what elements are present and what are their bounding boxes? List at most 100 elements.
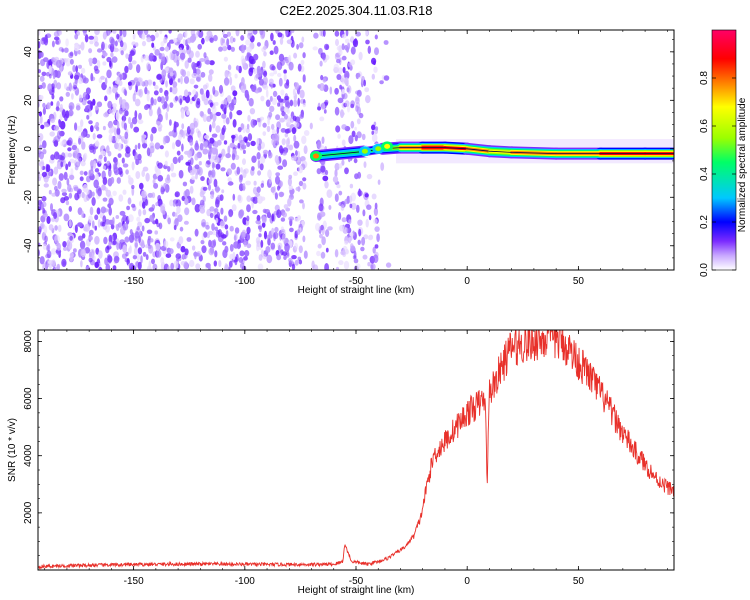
spectrogram-noise-blob	[112, 240, 117, 246]
spectrogram-noise-blob	[276, 254, 282, 261]
spectrogram-noise-blob	[208, 247, 215, 256]
spectrogram-noise-blob	[178, 134, 182, 141]
spectrogram-noise-blob	[275, 172, 281, 177]
spectrogram-noise-blob	[41, 71, 47, 77]
spectrogram-noise-blob	[350, 46, 356, 55]
spectrogram-noise-blob	[140, 30, 144, 35]
spectrogram-noise-blob	[340, 204, 345, 211]
spectrogram-noise-blob	[238, 242, 242, 249]
spectrogram-noise-blob	[277, 102, 281, 107]
spectrogram-noise-blob	[194, 142, 199, 151]
spectrogram-noise-blob	[142, 142, 148, 149]
spectrogram-noise-blob	[179, 98, 183, 106]
spectrogram-y-tick-label: 20	[23, 94, 34, 106]
spectrogram-noise-blob	[51, 93, 55, 100]
spectrogram-noise-blob	[219, 194, 224, 202]
spectrogram-noise-blob	[315, 222, 321, 232]
spectrogram-noise-blob	[104, 257, 108, 266]
spectrogram-noise-blob	[115, 223, 120, 232]
spectrogram-noise-blob	[61, 188, 67, 193]
spectrogram-noise-blob	[232, 37, 236, 43]
spectrogram-noise-blob	[160, 257, 165, 265]
spectrogram-noise-blob	[131, 60, 137, 65]
spectrogram-noise-blob	[146, 92, 150, 102]
spectrogram-noise-blob	[319, 83, 325, 91]
spectrogram-noise-blob	[175, 199, 182, 208]
spectrogram-noise-blob	[129, 245, 132, 254]
spectrogram-noise-blob	[134, 261, 138, 269]
spectrogram-noise-blob	[317, 106, 322, 111]
spectrogram-noise-blob	[251, 166, 255, 171]
spectrogram-noise-blob	[221, 104, 227, 112]
spectrogram-noise-blob	[349, 203, 353, 209]
spectrogram-noise-blob	[321, 136, 325, 144]
spectrogram-noise-blob	[231, 135, 235, 144]
spectrogram-noise-blob	[277, 165, 284, 170]
spectrogram-noise-blob	[94, 41, 99, 47]
spectrogram-noise-blob	[96, 134, 103, 139]
spectrogram-noise-blob	[205, 59, 211, 65]
snr-x-tick-label: -100	[235, 576, 255, 587]
spectrogram-noise-blob	[53, 212, 58, 219]
spectrogram-noise-blob	[129, 122, 134, 129]
spectrogram-noise-blob	[121, 138, 125, 143]
spectrogram-noise-blob	[247, 114, 251, 122]
spectrogram-noise-blob	[213, 34, 218, 42]
spectrogram-noise-blob	[215, 111, 222, 117]
spectrogram-noise-blob	[221, 148, 226, 157]
spectrogram-noise-blob	[368, 214, 372, 221]
spectrogram-noise-blob	[256, 214, 261, 222]
spectrogram-noise-blob	[91, 57, 98, 65]
spectrogram-noise-blob	[231, 153, 236, 161]
spectrogram-noise-blob	[357, 239, 361, 245]
spectrogram-noise-blob	[106, 145, 110, 154]
spectrogram-noise-blob	[326, 189, 333, 199]
spectrogram-noise-blob	[338, 49, 343, 56]
spectrogram-noise-blob	[79, 240, 86, 250]
spectrogram-noise-blob	[212, 230, 216, 236]
spectrogram-noise-blob	[189, 259, 195, 268]
spectrogram-noise-blob	[299, 113, 304, 119]
spectrogram-noise-blob	[131, 41, 136, 46]
spectrogram-noise-blob	[181, 109, 185, 118]
spectrogram-noise-blob	[71, 144, 78, 151]
spectrogram-noise-blob	[125, 251, 129, 257]
spectrogram-noise-blob	[294, 259, 299, 266]
spectrogram-noise-blob	[151, 258, 155, 265]
spectrogram-noise-blob	[276, 159, 280, 166]
spectrogram-noise-blob	[269, 50, 274, 55]
spectrogram-noise-blob	[211, 147, 217, 155]
spectrogram-noise-blob	[325, 247, 329, 253]
spectrogram-noise-blob	[281, 233, 286, 243]
spectrogram-noise-blob	[165, 253, 172, 258]
spectrogram-noise-blob	[350, 35, 355, 42]
spectrogram-noise-blob	[365, 218, 369, 228]
spectrogram-noise-blob	[83, 171, 88, 176]
spectrogram-noise-blob	[259, 30, 264, 36]
snr-x-tick-label: -150	[124, 576, 144, 587]
spectrogram-noise-blob	[169, 72, 174, 77]
spectrogram-noise-blob	[180, 75, 183, 85]
spectrogram-noise-blob	[275, 132, 280, 142]
spectrogram-noise-blob	[38, 69, 41, 74]
spectrogram-noise-blob	[256, 42, 261, 47]
spectrogram-noise-blob	[105, 246, 110, 254]
spectrogram-noise-blob	[202, 148, 209, 155]
spectrogram-noise-blob	[179, 154, 184, 161]
spectrogram-noise-blob	[78, 64, 82, 69]
spectrogram-noise-blob	[51, 192, 57, 197]
spectrogram-noise-blob	[239, 174, 244, 181]
spectrogram-noise-blob	[289, 189, 294, 198]
spectrogram-noise-blob	[334, 193, 339, 202]
spectrogram-noise-blob	[280, 89, 285, 96]
spectrogram-noise-blob	[96, 101, 103, 108]
spectrogram-noise-blob	[46, 250, 52, 259]
spectrogram-noise-blob	[327, 226, 333, 231]
spectrogram-noise-blob	[246, 243, 252, 249]
spectrogram-noise-blob	[127, 81, 132, 86]
spectrogram-noise-blob	[258, 233, 262, 238]
spectrogram-noise-blob	[358, 51, 363, 61]
spectrogram-noise-blob	[195, 100, 201, 109]
spectrogram-noise-blob	[207, 148, 213, 156]
spectrogram-noise-blob	[229, 76, 233, 86]
